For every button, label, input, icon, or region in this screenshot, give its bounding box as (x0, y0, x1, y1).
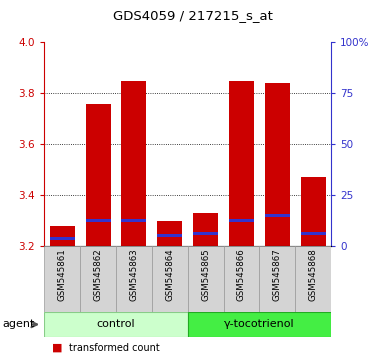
Bar (85, 104, 110, 246)
Bar (44, 246, 80, 312)
Bar (259, 246, 295, 312)
Bar (265, 214, 290, 217)
Text: GSM545866: GSM545866 (237, 248, 246, 301)
Bar (157, 234, 182, 238)
Text: GSM545863: GSM545863 (129, 248, 139, 301)
Bar (301, 232, 326, 235)
Bar (193, 213, 218, 246)
Text: agent: agent (2, 319, 34, 330)
Text: GSM545867: GSM545867 (273, 248, 282, 301)
Text: control: control (97, 319, 135, 330)
Bar (224, 246, 259, 312)
Bar (50, 226, 75, 246)
Text: transformed count: transformed count (69, 343, 160, 353)
Bar (116, 246, 152, 312)
Bar (44, 312, 188, 337)
Bar (121, 81, 146, 246)
Bar (157, 221, 182, 246)
Text: GDS4059 / 217215_s_at: GDS4059 / 217215_s_at (112, 9, 273, 22)
Text: GSM545864: GSM545864 (165, 248, 174, 301)
Bar (295, 246, 331, 312)
Bar (265, 83, 290, 246)
Bar (152, 246, 188, 312)
Text: γ-tocotrienol: γ-tocotrienol (224, 319, 295, 330)
Text: ■: ■ (52, 343, 62, 353)
Bar (229, 219, 254, 222)
Text: GSM545862: GSM545862 (94, 248, 102, 301)
Bar (121, 219, 146, 222)
Bar (301, 177, 326, 246)
Bar (193, 232, 218, 235)
Bar (229, 81, 254, 246)
Bar (85, 219, 110, 222)
Text: GSM545868: GSM545868 (309, 248, 318, 301)
Bar (50, 237, 75, 240)
Text: GSM545865: GSM545865 (201, 248, 210, 301)
Text: GSM545861: GSM545861 (58, 248, 67, 301)
Bar (188, 246, 224, 312)
Bar (188, 312, 331, 337)
Bar (80, 246, 116, 312)
